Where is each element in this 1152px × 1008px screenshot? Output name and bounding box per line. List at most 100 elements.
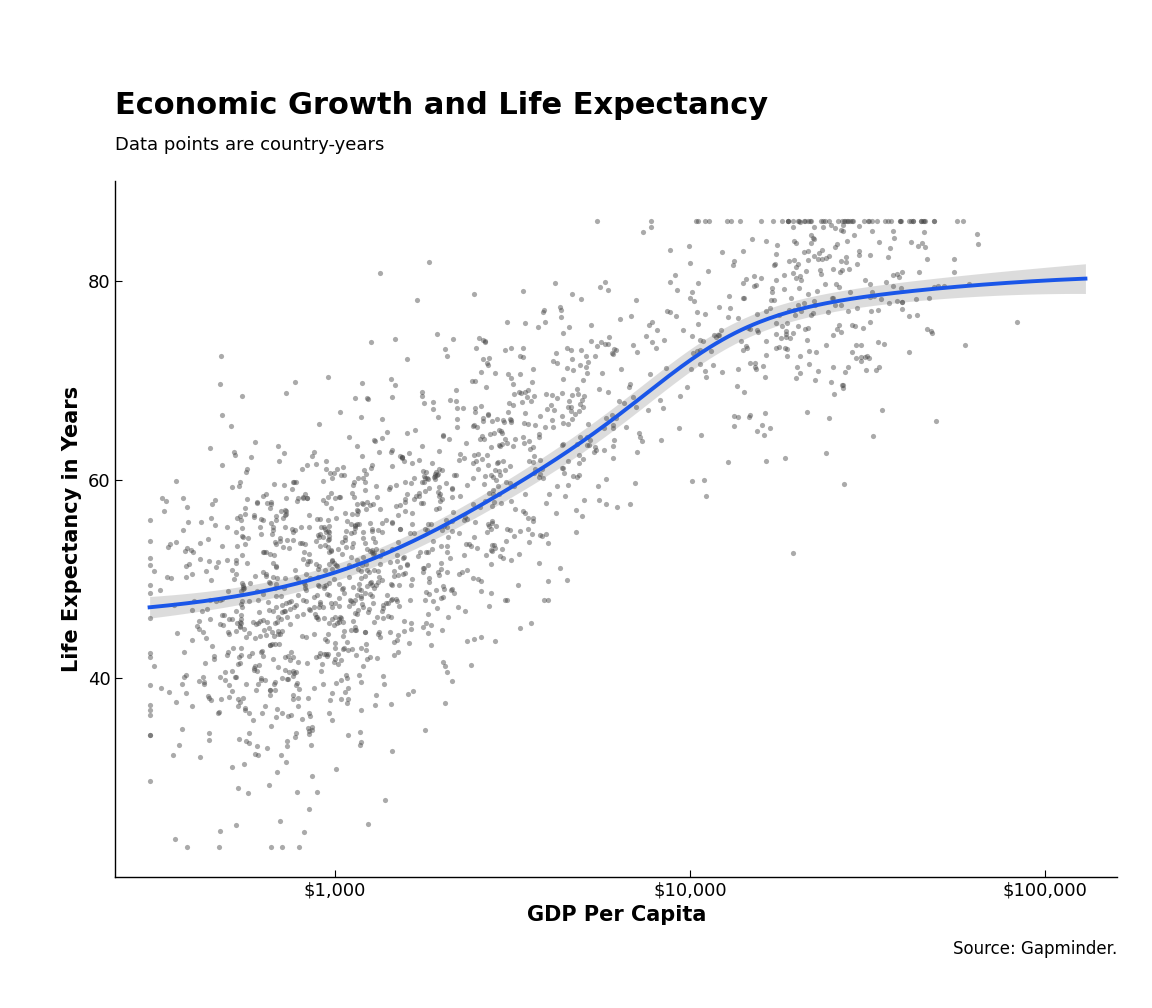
Point bbox=[236, 500, 255, 516]
Point bbox=[262, 718, 280, 734]
Point bbox=[571, 429, 590, 446]
Point bbox=[824, 359, 842, 375]
Point bbox=[502, 552, 521, 569]
Point bbox=[776, 323, 795, 339]
Point bbox=[236, 700, 255, 716]
Point bbox=[205, 517, 223, 533]
Point bbox=[233, 547, 251, 563]
Point bbox=[267, 709, 286, 725]
Point bbox=[410, 485, 429, 501]
Point bbox=[422, 516, 440, 532]
Point bbox=[791, 268, 810, 284]
Point bbox=[791, 303, 810, 320]
Point bbox=[362, 461, 380, 477]
Point bbox=[194, 624, 212, 640]
Point bbox=[577, 359, 596, 375]
Point bbox=[558, 341, 576, 357]
Point bbox=[515, 434, 533, 451]
Point bbox=[749, 324, 767, 340]
Point bbox=[412, 495, 431, 511]
Point bbox=[423, 455, 441, 471]
Point bbox=[268, 623, 287, 639]
Point bbox=[229, 649, 248, 665]
Point bbox=[331, 489, 349, 505]
Point bbox=[373, 603, 392, 619]
Point bbox=[370, 624, 388, 640]
Point bbox=[455, 512, 473, 528]
Point bbox=[313, 529, 332, 545]
Point bbox=[419, 543, 438, 559]
Point bbox=[968, 226, 986, 242]
Point bbox=[234, 577, 252, 593]
Point bbox=[211, 592, 229, 608]
Point bbox=[473, 413, 492, 429]
Point bbox=[919, 290, 938, 306]
Point bbox=[253, 586, 272, 602]
Point bbox=[419, 625, 438, 641]
Point bbox=[353, 562, 371, 579]
Point bbox=[141, 772, 159, 788]
Point bbox=[505, 438, 523, 455]
Point bbox=[470, 330, 488, 346]
Point bbox=[903, 213, 922, 229]
Point bbox=[237, 629, 256, 645]
Point bbox=[482, 556, 500, 573]
Point bbox=[190, 613, 209, 629]
Point bbox=[306, 532, 325, 548]
Point bbox=[264, 554, 282, 571]
Point bbox=[407, 421, 425, 437]
Point bbox=[821, 217, 840, 233]
Point bbox=[213, 538, 232, 554]
Point bbox=[574, 372, 592, 388]
Point bbox=[465, 417, 484, 433]
Point bbox=[888, 266, 907, 282]
Point bbox=[236, 675, 255, 691]
Point bbox=[363, 530, 381, 546]
Point bbox=[317, 578, 335, 594]
Point bbox=[680, 238, 698, 254]
Point bbox=[209, 706, 227, 722]
Point bbox=[338, 670, 356, 686]
Point bbox=[354, 524, 372, 540]
Point bbox=[456, 435, 475, 452]
Point bbox=[363, 541, 381, 557]
Point bbox=[414, 463, 432, 479]
Point bbox=[177, 839, 196, 855]
Point bbox=[370, 445, 388, 461]
Point bbox=[377, 512, 395, 528]
Point bbox=[141, 677, 159, 694]
Point bbox=[748, 422, 766, 438]
Point bbox=[511, 620, 530, 636]
Point bbox=[501, 414, 520, 430]
Point bbox=[767, 326, 786, 342]
Point bbox=[547, 345, 566, 361]
Point bbox=[863, 284, 881, 300]
Point bbox=[539, 574, 558, 590]
Point bbox=[473, 428, 492, 445]
Point bbox=[372, 542, 391, 558]
Point bbox=[498, 314, 516, 331]
Point bbox=[493, 435, 511, 452]
Point bbox=[778, 341, 796, 357]
Point bbox=[485, 537, 503, 553]
Point bbox=[444, 504, 462, 520]
Point bbox=[483, 537, 501, 553]
Point bbox=[340, 557, 358, 574]
Point bbox=[343, 579, 362, 595]
Point bbox=[381, 577, 400, 593]
Point bbox=[237, 464, 256, 480]
Point bbox=[255, 622, 273, 638]
Point bbox=[520, 454, 538, 470]
Point bbox=[573, 290, 591, 306]
Point bbox=[257, 627, 275, 643]
Point bbox=[257, 569, 275, 585]
Point bbox=[497, 533, 515, 549]
Point bbox=[391, 521, 409, 537]
Point bbox=[514, 340, 532, 356]
Point bbox=[199, 552, 218, 569]
Point bbox=[325, 653, 343, 669]
Point bbox=[694, 334, 712, 350]
Point bbox=[141, 727, 159, 743]
Point bbox=[448, 399, 467, 415]
Point bbox=[422, 637, 440, 653]
